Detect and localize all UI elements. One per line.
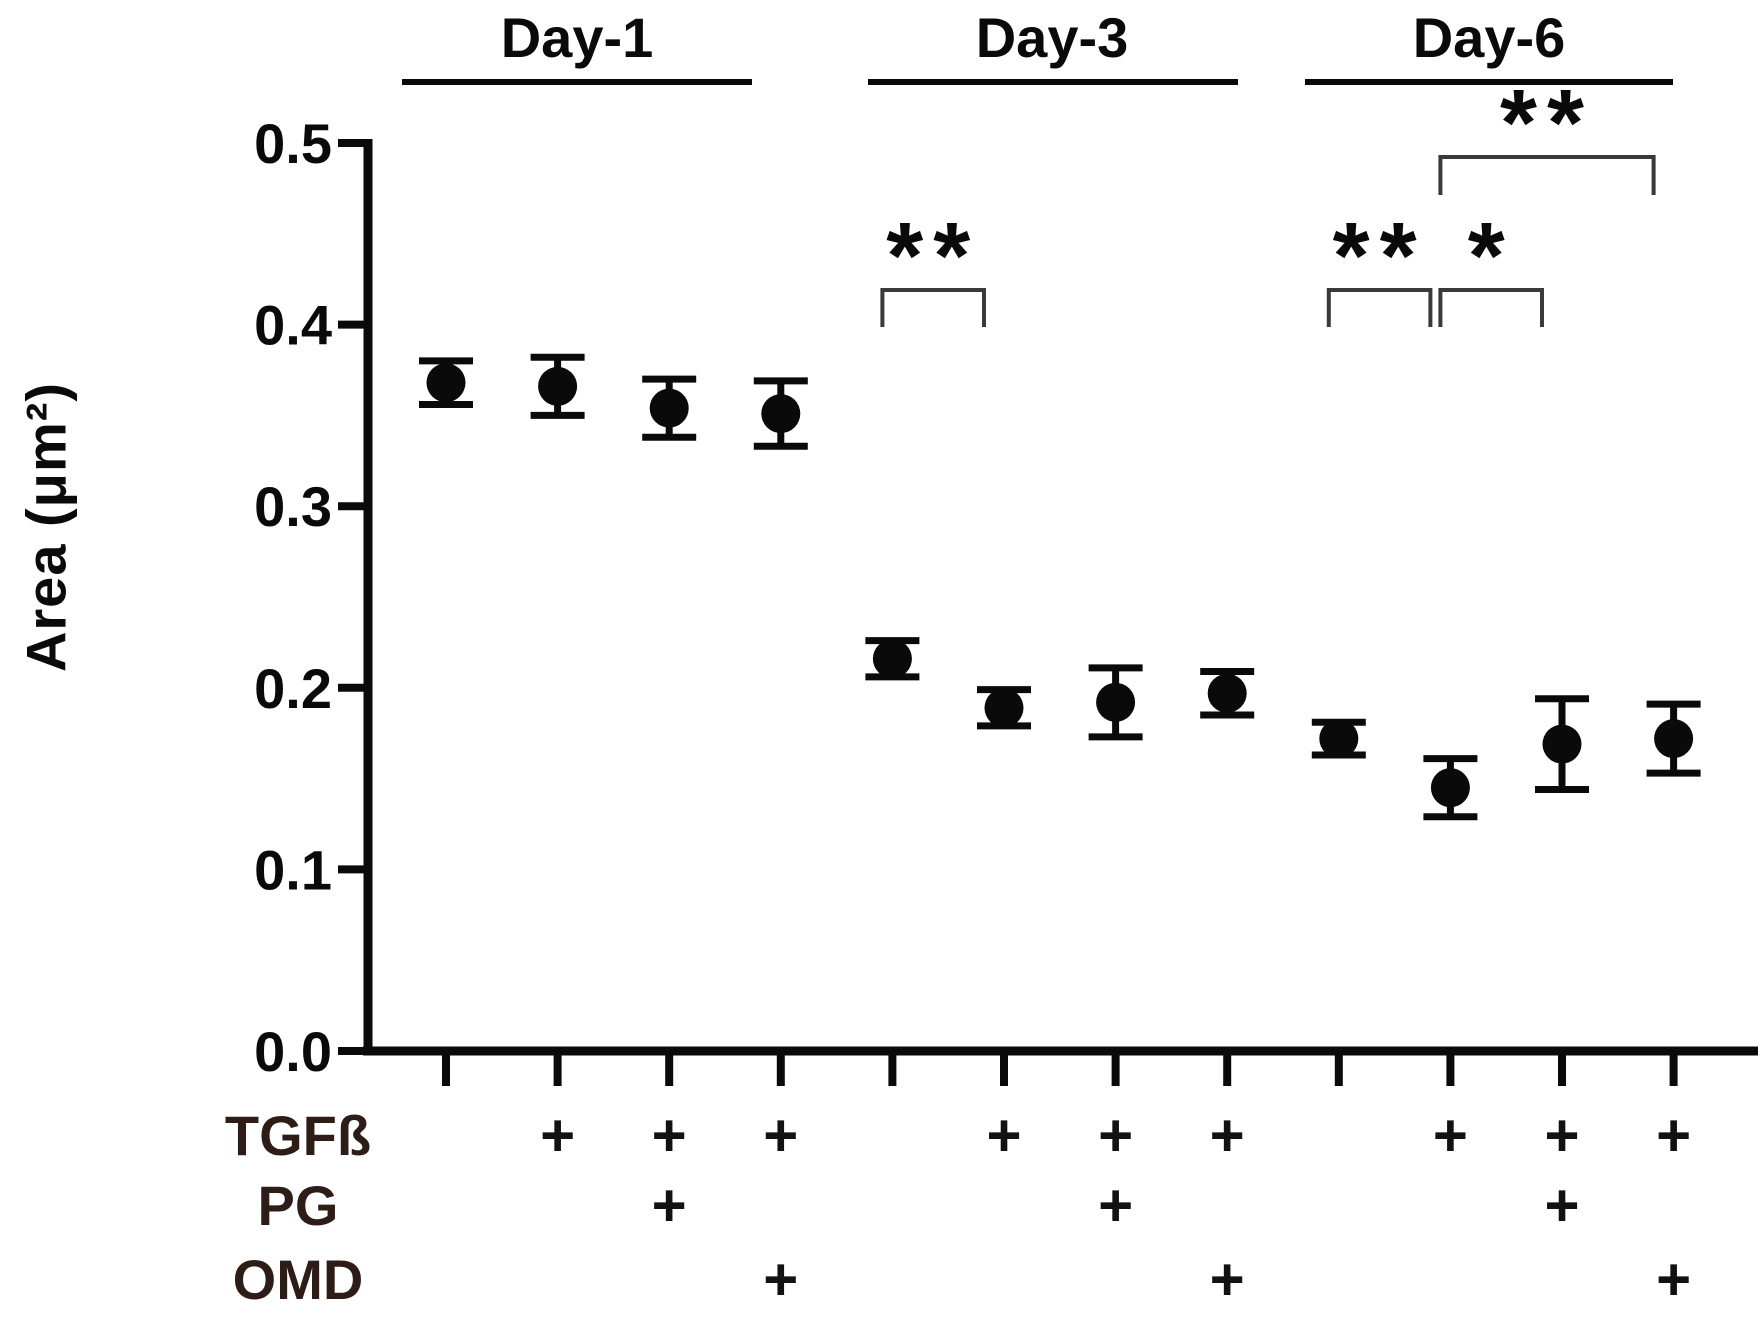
condition-row-label-omd: OMD: [232, 1248, 364, 1311]
y-tick-label: 0.4: [254, 294, 332, 357]
significance-stars: **: [886, 203, 980, 309]
y-tick-label: 0.2: [254, 657, 332, 720]
group-header-day1: Day-1: [500, 6, 654, 69]
significance-bracket: [1438, 288, 1544, 327]
y-axis-title: Area (μm²): [14, 381, 78, 673]
significance-stars: **: [1500, 70, 1594, 176]
condition-row-label-pg: PG: [257, 1174, 339, 1237]
plus-mark: +: [763, 1102, 798, 1169]
data-point: [984, 688, 1024, 728]
plus-mark: +: [1544, 1172, 1579, 1239]
plus-mark: +: [1544, 1102, 1579, 1169]
group-header-day3: Day-3: [975, 6, 1129, 69]
plus-mark: +: [652, 1172, 687, 1239]
plus-mark: +: [1656, 1246, 1691, 1313]
y-tick-label: 0.1: [254, 838, 332, 901]
significance-bracket: [1326, 288, 1433, 327]
plus-mark: +: [763, 1246, 798, 1313]
group-header-day6: Day-6: [1412, 6, 1566, 69]
data-point: [1319, 719, 1359, 759]
data-point: [1096, 682, 1136, 722]
data-point: [1542, 724, 1582, 764]
plus-mark: +: [1098, 1172, 1133, 1239]
data-point: [1654, 719, 1694, 759]
plus-mark: +: [1098, 1102, 1133, 1169]
data-point: [1207, 673, 1247, 713]
data-point: [538, 366, 578, 406]
plus-mark: +: [1210, 1246, 1245, 1313]
y-tick-label: 0.5: [254, 112, 332, 175]
plus-mark: +: [1433, 1102, 1468, 1169]
plus-mark: +: [652, 1102, 687, 1169]
data-point: [426, 363, 466, 403]
data-point: [761, 394, 801, 434]
data-point: [649, 388, 689, 428]
y-tick-label: 0.0: [254, 1020, 332, 1083]
plus-mark: +: [1656, 1102, 1691, 1169]
y-tick-label: 0.3: [254, 475, 332, 538]
plus-mark: +: [1210, 1102, 1245, 1169]
plus-mark: +: [986, 1102, 1021, 1169]
significance-stars: **: [1333, 203, 1427, 309]
data-point: [872, 639, 912, 679]
plus-mark: +: [540, 1102, 575, 1169]
significance-bracket: [880, 288, 986, 327]
data-point: [1430, 768, 1470, 808]
significance-bracket: [1438, 155, 1656, 195]
significance-stars: *: [1468, 203, 1515, 309]
condition-row-label-tgfb: TGFß: [224, 1104, 372, 1167]
